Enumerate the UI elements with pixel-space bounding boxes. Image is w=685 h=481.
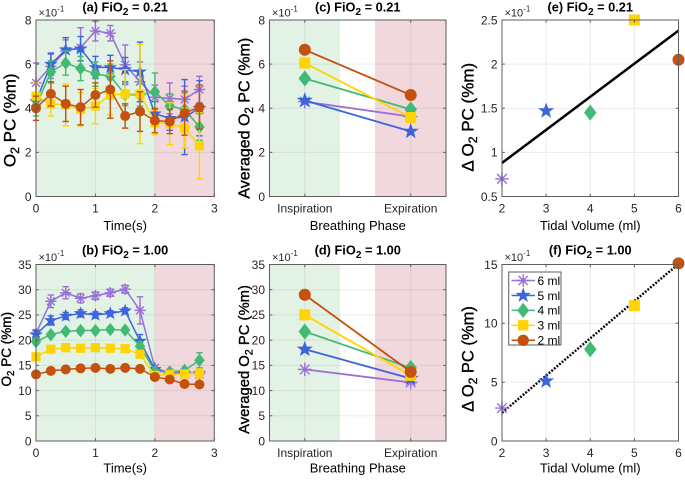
svg-text:5 ml: 5 ml <box>538 289 561 303</box>
svg-text:4: 4 <box>587 202 594 216</box>
svg-text:Δ O2​ PC (%m): Δ O2​ PC (%m) <box>459 63 481 172</box>
svg-text:2: 2 <box>491 57 498 71</box>
svg-text:2: 2 <box>258 146 265 160</box>
svg-text:0.5: 0.5 <box>481 190 498 204</box>
svg-text:(e) FiO2 = 0.21: (e) FiO2 = 0.21 <box>547 0 633 18</box>
svg-text:25: 25 <box>18 308 32 322</box>
svg-text:3: 3 <box>543 202 550 216</box>
svg-text:Time(s): Time(s) <box>103 218 147 233</box>
svg-text:10: 10 <box>18 384 32 398</box>
svg-text:35: 35 <box>18 258 32 272</box>
svg-text:5: 5 <box>258 409 265 423</box>
svg-text:3 ml: 3 ml <box>538 319 561 333</box>
svg-text:20: 20 <box>252 333 266 347</box>
svg-text:0: 0 <box>258 434 265 448</box>
svg-text:(f) FiO2 = 1.00: (f) FiO2 = 1.00 <box>549 242 632 260</box>
svg-text:(a) FiO2 = 0.21: (a) FiO2 = 0.21 <box>82 0 168 18</box>
svg-text:6: 6 <box>258 57 265 71</box>
svg-text:Breathing Phase: Breathing Phase <box>310 461 406 476</box>
svg-text:0: 0 <box>25 190 32 204</box>
svg-text:5: 5 <box>631 202 638 216</box>
svg-text:15: 15 <box>18 359 32 373</box>
svg-text:Δ O2​ PC (%m): Δ O2​ PC (%m) <box>460 306 481 412</box>
svg-text:3: 3 <box>211 202 218 216</box>
svg-text:10: 10 <box>484 317 498 331</box>
svg-text:8: 8 <box>25 13 32 27</box>
svg-text:5: 5 <box>631 446 638 460</box>
svg-text:10: 10 <box>252 384 266 398</box>
svg-text:4: 4 <box>587 446 594 460</box>
svg-text:1: 1 <box>92 202 99 216</box>
svg-text:Expiration: Expiration <box>384 446 437 460</box>
svg-text:Averaged O2​ PC (%m): Averaged O2​ PC (%m) <box>237 38 257 199</box>
svg-text:15: 15 <box>484 258 498 272</box>
svg-text:O2​ PC (%m): O2​ PC (%m) <box>1 73 23 167</box>
svg-text:8: 8 <box>258 13 265 27</box>
svg-text:3: 3 <box>543 446 550 460</box>
svg-text:0: 0 <box>25 434 32 448</box>
svg-text:25: 25 <box>252 308 266 322</box>
svg-text:20: 20 <box>18 333 32 347</box>
svg-text:6: 6 <box>675 446 682 460</box>
svg-text:0: 0 <box>33 202 40 216</box>
svg-text:5: 5 <box>491 375 498 389</box>
svg-text:4: 4 <box>258 102 265 116</box>
svg-text:2: 2 <box>499 446 506 460</box>
svg-text:6: 6 <box>675 202 682 216</box>
svg-text:Inspiration: Inspiration <box>277 446 332 460</box>
svg-text:4: 4 <box>25 102 32 116</box>
svg-text:2: 2 <box>152 202 159 216</box>
svg-text:2: 2 <box>499 202 506 216</box>
svg-text:4 ml: 4 ml <box>538 304 561 318</box>
svg-text:2: 2 <box>25 146 32 160</box>
svg-text:Breathing Phase: Breathing Phase <box>310 218 406 233</box>
svg-text:15: 15 <box>252 359 266 373</box>
svg-text:1.5: 1.5 <box>481 102 498 116</box>
svg-text:Inspiration: Inspiration <box>277 202 332 216</box>
svg-text:35: 35 <box>252 258 266 272</box>
svg-text:O2​ PC (%m): O2​ PC (%m) <box>0 312 17 386</box>
svg-text:5: 5 <box>25 409 32 423</box>
svg-text:(b) FiO2 = 1.00: (b) FiO2 = 1.00 <box>82 242 168 260</box>
svg-text:Tidal Volume (ml): Tidal Volume (ml) <box>540 461 641 476</box>
svg-text:1: 1 <box>491 146 498 160</box>
svg-text:(c) FiO2 = 0.21: (c) FiO2 = 0.21 <box>315 0 401 18</box>
svg-text:3: 3 <box>211 446 218 460</box>
svg-text:Tidal Volume (ml): Tidal Volume (ml) <box>540 218 641 233</box>
svg-text:Expiration: Expiration <box>384 202 437 216</box>
svg-text:1: 1 <box>92 446 99 460</box>
svg-text:0: 0 <box>33 446 40 460</box>
svg-text:2 ml: 2 ml <box>538 334 561 348</box>
svg-text:0: 0 <box>258 190 265 204</box>
svg-text:(d) FiO2 = 1.00: (d) FiO2 = 1.00 <box>315 242 401 260</box>
svg-text:6: 6 <box>25 57 32 71</box>
svg-text:30: 30 <box>252 283 266 297</box>
svg-text:6 ml: 6 ml <box>538 274 561 288</box>
svg-text:2: 2 <box>152 446 159 460</box>
svg-text:Time(s): Time(s) <box>103 461 147 476</box>
svg-text:0: 0 <box>491 434 498 448</box>
svg-text:2.5: 2.5 <box>481 13 498 27</box>
svg-text:Averaged O2​ PC (%m): Averaged O2​ PC (%m) <box>237 285 255 434</box>
svg-text:30: 30 <box>18 283 32 297</box>
